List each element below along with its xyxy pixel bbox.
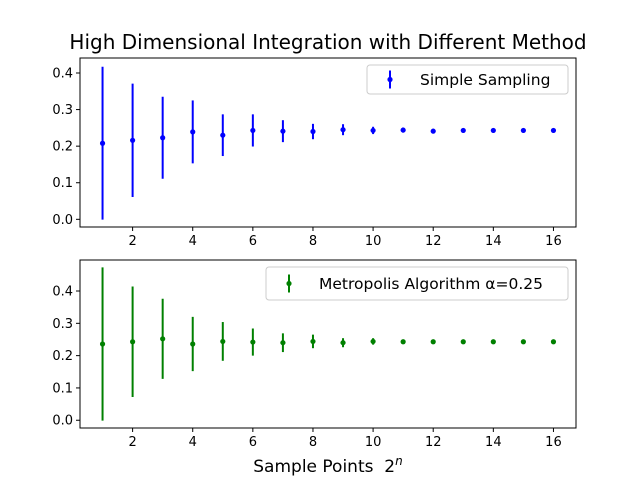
y-tick-label: 0.0 [52,213,73,228]
legend-box [265,266,569,301]
data-point [370,127,376,134]
bottom-panel-metropolis: 2 4 6 8 10 12 14 16 0.0 0.1 0.2 0.3 0.4 Metropolis Al… [52,259,577,477]
x-tick-label: 16 [545,234,562,249]
x-tick-label: 14 [485,435,502,450]
y-tick-label: 0.0 [52,414,73,429]
x-tick-label: 4 [189,234,197,249]
y-tick-label: 0.3 [52,317,73,332]
x-tick-label: 8 [309,234,317,249]
data-point [130,339,136,345]
axes-frame [79,259,577,429]
data-point [490,339,496,345]
data-point [160,336,166,342]
x-tick-label: 4 [189,435,197,450]
data-point [160,135,166,141]
data-point [520,127,526,134]
data-point [400,127,406,133]
x-tick-label: 2 [128,234,136,249]
data-point [99,341,106,347]
y-tick-label: 0.1 [52,176,73,191]
data-point [220,132,226,138]
data-point [400,339,406,345]
axes-frame [79,57,577,228]
data-point [280,128,286,134]
data-point [460,127,466,134]
y-tick-label: 0.3 [52,103,73,118]
y-tick-label: 0.4 [52,285,73,300]
legend: Simple Sampling [366,64,569,95]
x-tick-label: 2 [128,435,136,450]
data-point [550,339,557,345]
x-axis-label: Sample Points 2n [253,454,402,477]
x-tick-label: 16 [545,435,562,450]
data-point [310,128,316,135]
x-tick-label: 10 [365,435,382,450]
data-point [370,338,376,345]
data-point [280,340,286,346]
data-point [130,137,136,143]
data-point [310,338,316,345]
y-tick-label: 0.2 [52,349,73,364]
x-tick-label: 8 [309,435,317,450]
data-point [250,127,256,134]
x-tick-label: 6 [249,435,257,450]
data-point [430,128,436,134]
data-point [250,339,256,345]
legend-box [366,64,569,95]
legend-marker-point [387,76,393,83]
y-tick-label: 0.4 [52,66,73,81]
data-point [430,339,436,345]
data-point [190,341,196,347]
x-tick-label: 12 [425,234,442,249]
figure-title: High Dimensional Integration with Differ… [69,30,586,54]
x-tick-label: 10 [365,234,382,249]
data-point [340,340,346,346]
top-panel-simple-sampling: 2 4 6 8 10 12 14 16 0.0 0.1 0.2 0.3 0.4 Simple Sampli… [52,57,577,249]
legend-label: Metropolis Algorithm α=0.25 [319,275,543,293]
x-tick-label: 12 [425,435,442,450]
data-point [520,339,526,345]
data-point [340,127,346,133]
data-point [460,339,466,345]
x-tick-label: 14 [485,234,502,249]
data-point [490,127,496,134]
x-tick-label: 6 [249,234,257,249]
data-point [190,129,196,135]
data-point [220,338,226,345]
legend-label: Simple Sampling [420,71,550,89]
data-point [99,140,106,146]
legend-marker-point [286,280,292,287]
y-tick-label: 0.2 [52,140,73,155]
legend: Metropolis Algorithm α=0.25 [265,266,569,301]
y-tick-label: 0.1 [52,381,73,396]
data-point [550,127,557,134]
